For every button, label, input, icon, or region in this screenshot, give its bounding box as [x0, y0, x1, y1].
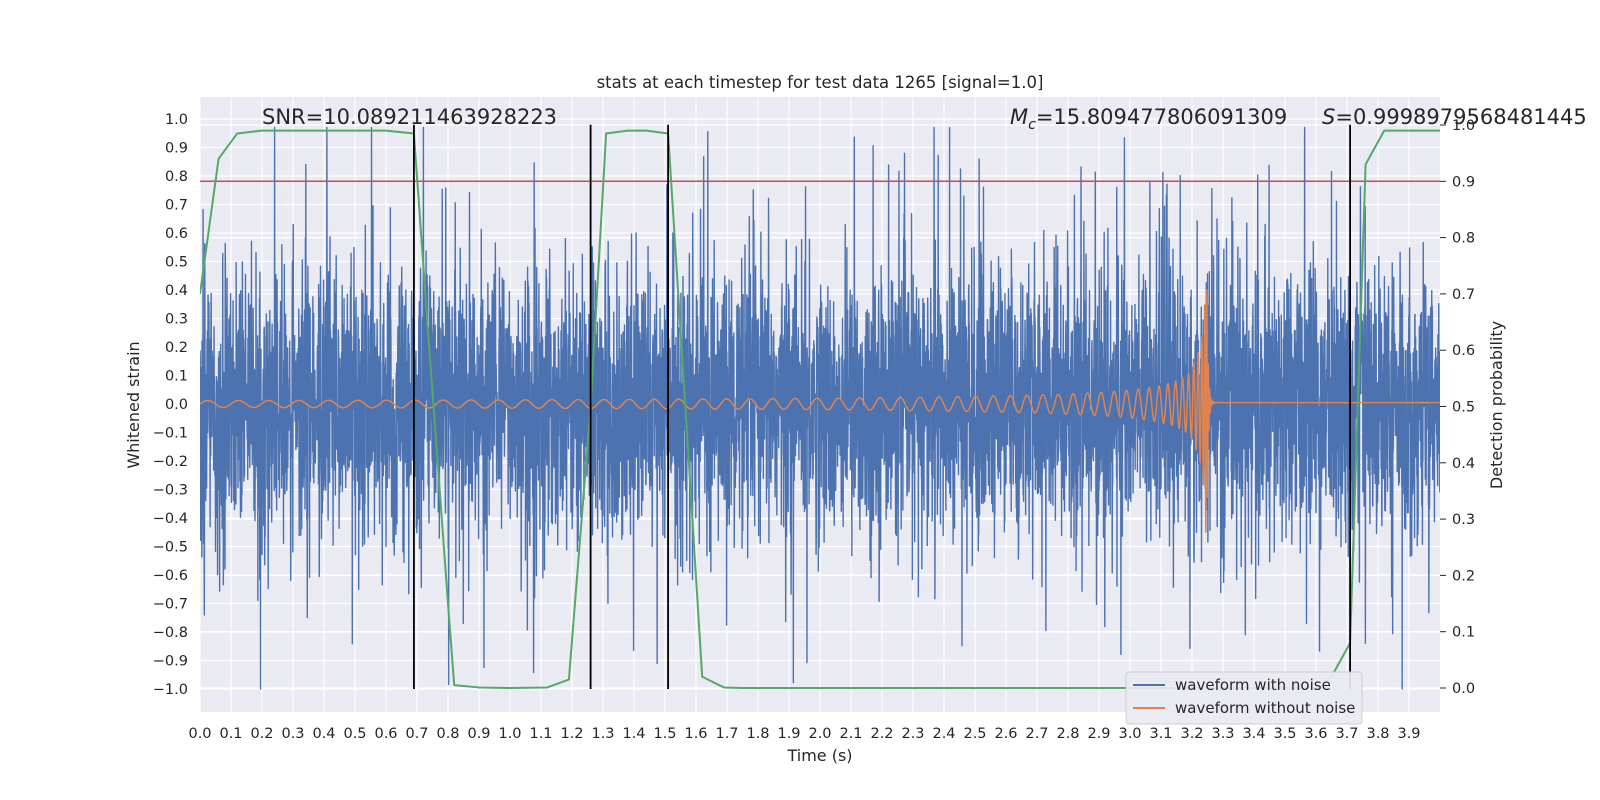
- x-axis-label: Time (s): [786, 746, 852, 765]
- y-tick-label: −0.5: [153, 540, 188, 556]
- y2-tick-label: 0.4: [1452, 456, 1475, 472]
- legend-label-clean: waveform without noise: [1175, 699, 1355, 717]
- vertical-markers: [412, 124, 1351, 689]
- x-tick-label: 1.7: [715, 726, 738, 742]
- series-waveform-with-noise: [200, 126, 1440, 690]
- x-tick-label: 2.8: [1056, 726, 1079, 742]
- legend-box: [1125, 671, 1363, 725]
- x-tick-label: 0.0: [188, 726, 211, 742]
- y-tick-label: 0.5: [165, 255, 188, 271]
- x-tick-label: 2.9: [1087, 726, 1110, 742]
- x-tick-label: 0.6: [374, 726, 397, 742]
- x-tick-label: 0.2: [250, 726, 273, 742]
- x-tick-label: 3.4: [1242, 726, 1265, 742]
- x-tick-label: 0.4: [312, 726, 335, 742]
- x-tick-label: 3.9: [1397, 726, 1420, 742]
- y2-tick-label: 0.8: [1452, 231, 1475, 247]
- y-tick-label: −0.3: [153, 483, 188, 499]
- x-tick-label: 0.5: [343, 726, 366, 742]
- score-value: =0.9998979568481445: [1335, 105, 1586, 129]
- x-tick-label: 1.3: [591, 726, 614, 742]
- y-tick-label: −0.2: [153, 454, 188, 470]
- x-tick-label: 1.0: [498, 726, 521, 742]
- x-tick-label: 3.7: [1335, 726, 1358, 742]
- y-tick-label: 0.9: [165, 141, 188, 157]
- y-tick-label: 0.4: [165, 283, 188, 299]
- score-symbol: S: [1322, 105, 1335, 129]
- y2-tick-label: 0.0: [1452, 681, 1475, 697]
- chirp-mass-symbol: M: [1010, 105, 1028, 129]
- y-tick-label: −0.6: [153, 568, 188, 584]
- y-tick-label: 0.0: [165, 397, 188, 413]
- y2-tick-label: 0.7: [1452, 287, 1475, 303]
- y2-axis-label: Detection probability: [1487, 321, 1506, 489]
- x-tick-label: 1.8: [746, 726, 769, 742]
- x-tick-label: 3.6: [1304, 726, 1327, 742]
- x-tick-label: 3.1: [1149, 726, 1172, 742]
- y-tick-label: −0.1: [153, 426, 188, 442]
- y-tick-label: −0.7: [153, 597, 188, 613]
- chirp-mass-subscript: c: [1028, 117, 1036, 133]
- x-tick-label: 0.7: [405, 726, 428, 742]
- x-tick-label: 1.5: [653, 726, 676, 742]
- x-tick-label: 2.6: [994, 726, 1017, 742]
- x-axis-ticks: 0.0 0.1 0.2 0.3 0.4 0.5 0.6 0.7 0.8 0.9 1.0 1.1 1.2 1…: [188, 726, 1420, 742]
- x-tick-label: 3.3: [1211, 726, 1234, 742]
- legend-label-noise: waveform with noise: [1175, 676, 1331, 694]
- y2-tick-label: 0.9: [1452, 174, 1475, 190]
- x-tick-label: 2.2: [870, 726, 893, 742]
- y-tick-label: −1.0: [153, 682, 188, 698]
- y2-tick-label: 1.0: [1452, 118, 1475, 134]
- chirp-mass-value: =15.809477806091309: [1036, 105, 1287, 129]
- y-tick-label: 1.0: [165, 112, 188, 128]
- x-tick-label: 2.4: [932, 726, 955, 742]
- x-tick-label: 1.2: [560, 726, 583, 742]
- x-tick-label: 3.5: [1273, 726, 1296, 742]
- y-tick-label: −0.8: [153, 625, 188, 641]
- y-tick-label: 0.3: [165, 312, 188, 328]
- x-tick-label: 2.3: [901, 726, 924, 742]
- x-tick-label: 2.5: [963, 726, 986, 742]
- chart-title: stats at each timestep for test data 126…: [597, 73, 1044, 92]
- y-axis-ticks: 1.0 0.9 0.8 0.7 0.6 0.5 0.4 0.3 0.2 0.1 0.0 −0.1 −0.…: [153, 112, 188, 698]
- y2-tick-label: 0.2: [1452, 568, 1475, 584]
- x-tick-label: 1.9: [777, 726, 800, 742]
- x-tick-label: 0.3: [281, 726, 304, 742]
- series-waveform-without-noise: [200, 289, 1440, 534]
- x-tick-label: 0.1: [219, 726, 242, 742]
- y-tick-label: 0.6: [165, 226, 188, 242]
- y-tick-label: 0.8: [165, 169, 188, 185]
- y2-tick-label: 0.1: [1452, 625, 1475, 641]
- x-tick-label: 0.9: [467, 726, 490, 742]
- x-tick-label: 2.0: [808, 726, 831, 742]
- y2-tick-label: 0.3: [1452, 512, 1475, 528]
- y2-axis-ticks: 1.0 0.9 0.8 0.7 0.6 0.5 0.4 0.3 0.2 0.1 0.0: [1440, 118, 1475, 697]
- y-tick-label: 0.7: [165, 198, 188, 214]
- legend: waveform with noise waveform without noi…: [1125, 671, 1363, 725]
- x-tick-label: 1.6: [684, 726, 707, 742]
- x-tick-label: 3.2: [1180, 726, 1203, 742]
- chirp-mass-annotation: Mc=15.809477806091309: [1010, 105, 1287, 133]
- y-tick-label: 0.2: [165, 340, 188, 356]
- y2-tick-label: 0.5: [1452, 400, 1475, 416]
- x-tick-label: 2.1: [839, 726, 862, 742]
- y-axis-label: Whitened strain: [124, 341, 143, 468]
- x-tick-label: 1.1: [529, 726, 552, 742]
- x-tick-label: 2.7: [1025, 726, 1048, 742]
- y-tick-label: −0.4: [153, 511, 188, 527]
- x-tick-label: 3.0: [1118, 726, 1141, 742]
- snr-annotation: SNR=10.089211463928223: [262, 105, 557, 129]
- y2-tick-label: 0.6: [1452, 343, 1475, 359]
- y-tick-label: −0.9: [153, 654, 188, 670]
- score-annotation: S=0.9998979568481445: [1322, 105, 1587, 129]
- x-tick-label: 1.4: [622, 726, 645, 742]
- x-tick-label: 0.8: [436, 726, 459, 742]
- x-tick-label: 3.8: [1366, 726, 1389, 742]
- y-tick-label: 0.1: [165, 369, 188, 385]
